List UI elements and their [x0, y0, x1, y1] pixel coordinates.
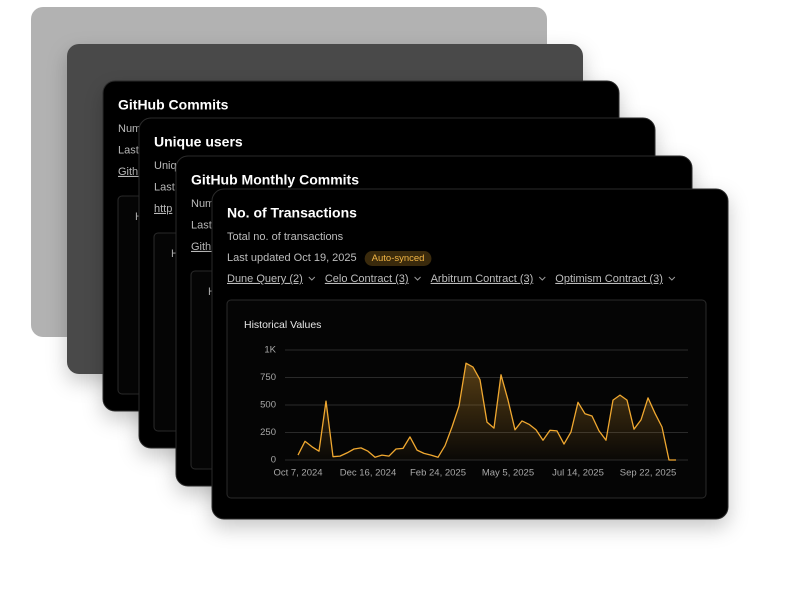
- link[interactable]: Githu: [191, 241, 217, 253]
- y-tick-label: 1K: [264, 345, 276, 356]
- x-tick-label: May 5, 2025: [482, 468, 534, 479]
- panel-title: H: [171, 248, 179, 260]
- card-line: Num: [118, 123, 141, 135]
- card-title: GitHub Commits: [118, 97, 229, 113]
- y-tick-label: 250: [260, 427, 276, 438]
- card-stack: GitHub Commits Num Last Githu H Unique users U…: [102, 80, 729, 520]
- chevron: [538, 276, 546, 281]
- card-title: Unique users: [154, 134, 243, 150]
- description: Total no. of transactions: [227, 231, 344, 243]
- chevron: [308, 276, 316, 281]
- x-tick-label: Feb 24, 2025: [410, 468, 466, 479]
- filter-dropdown[interactable]: Optimism Contract (3): [555, 273, 663, 285]
- last-updated: Last updated Oct 19, 2025: [227, 252, 357, 264]
- filter-dropdown[interactable]: Dune Query (2): [227, 273, 303, 285]
- chevron: [668, 276, 676, 281]
- area: [298, 363, 676, 460]
- line: [297, 362, 676, 461]
- y-tick-label: 0: [271, 455, 276, 466]
- link[interactable]: http: [154, 203, 172, 215]
- chevron: [414, 276, 421, 281]
- card-line: Uniq: [154, 160, 177, 172]
- card-line: Last: [118, 144, 139, 156]
- x-tick-label: Sep 22, 2025: [620, 468, 677, 479]
- card-line: Last: [191, 219, 212, 231]
- card: No. of Transactions Total no. of transact…: [211, 188, 729, 520]
- chart-title: Historical Values: [244, 319, 321, 331]
- x-tick-label: Oct 7, 2024: [273, 468, 322, 479]
- card-line: Last: [154, 181, 175, 193]
- card-title: No. of Transactions: [227, 205, 357, 221]
- badge: Auto-synced: [372, 253, 425, 264]
- card-title: GitHub Monthly Commits: [191, 172, 359, 188]
- x-tick-label: Dec 16, 2024: [340, 468, 397, 479]
- link[interactable]: Githu: [118, 166, 144, 178]
- filter-dropdown[interactable]: Arbitrum Contract (3): [431, 273, 534, 285]
- y-tick-label: 500: [260, 400, 276, 411]
- badge-background: [364, 251, 432, 266]
- y-tick-label: 750: [260, 372, 276, 383]
- filter-dropdown[interactable]: Celo Contract (3): [325, 273, 409, 285]
- card-line: Num: [191, 198, 214, 210]
- x-tick-label: Jul 14, 2025: [552, 468, 604, 479]
